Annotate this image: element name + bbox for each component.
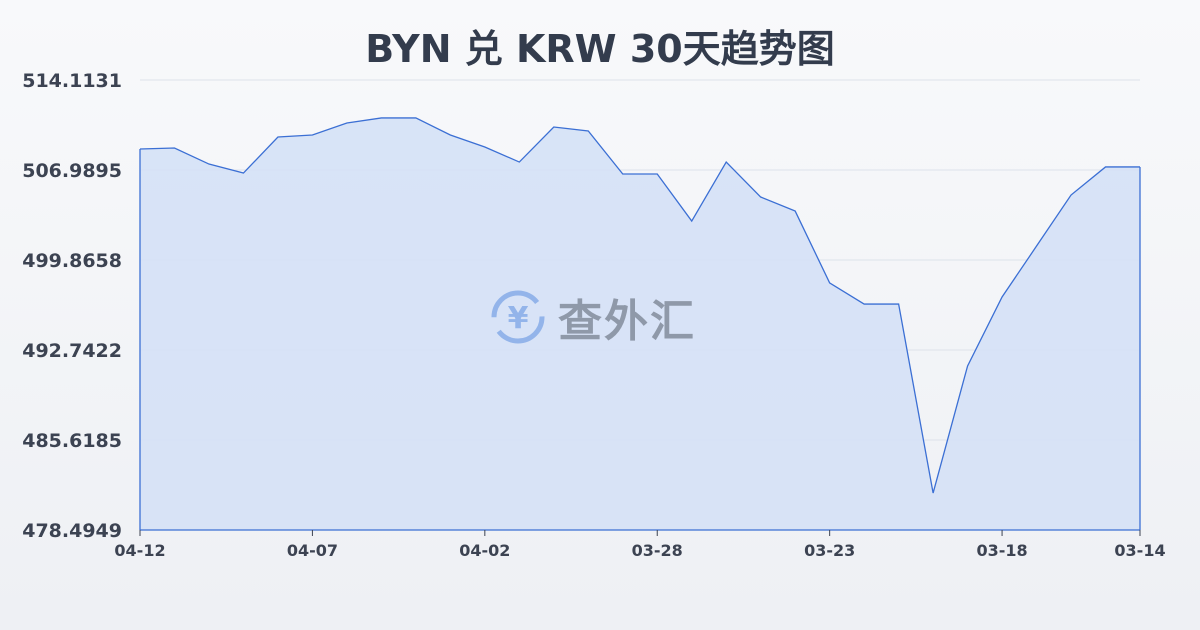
- y-tick-label: 492.7422: [22, 340, 122, 362]
- chart-title: BYN 兑 KRW 30天趋势图: [365, 27, 835, 71]
- x-tick-label: 04-12: [114, 541, 165, 560]
- x-tick-label: 04-02: [459, 541, 510, 560]
- y-tick-label: 485.6185: [22, 430, 122, 452]
- y-tick-label: 499.8658: [22, 250, 122, 272]
- watermark-text: 查外汇: [558, 296, 696, 347]
- watermark: ¥ 查外汇: [488, 285, 696, 349]
- x-tick-label: 03-14: [1114, 541, 1165, 560]
- y-tick-label: 514.1131: [22, 70, 122, 92]
- y-tick-label: 478.4949: [22, 520, 122, 542]
- svg-text:¥: ¥: [508, 301, 529, 336]
- x-tick-label: 04-07: [287, 541, 338, 560]
- x-tick-label: 03-23: [804, 541, 855, 560]
- area-fill: [140, 117, 1140, 531]
- x-tick-label: 03-18: [976, 541, 1027, 560]
- yen-exchange-icon: ¥: [491, 290, 545, 344]
- x-tick-label: 03-28: [632, 541, 683, 560]
- series-line: [139, 117, 1140, 494]
- y-tick-label: 506.9895: [22, 160, 122, 182]
